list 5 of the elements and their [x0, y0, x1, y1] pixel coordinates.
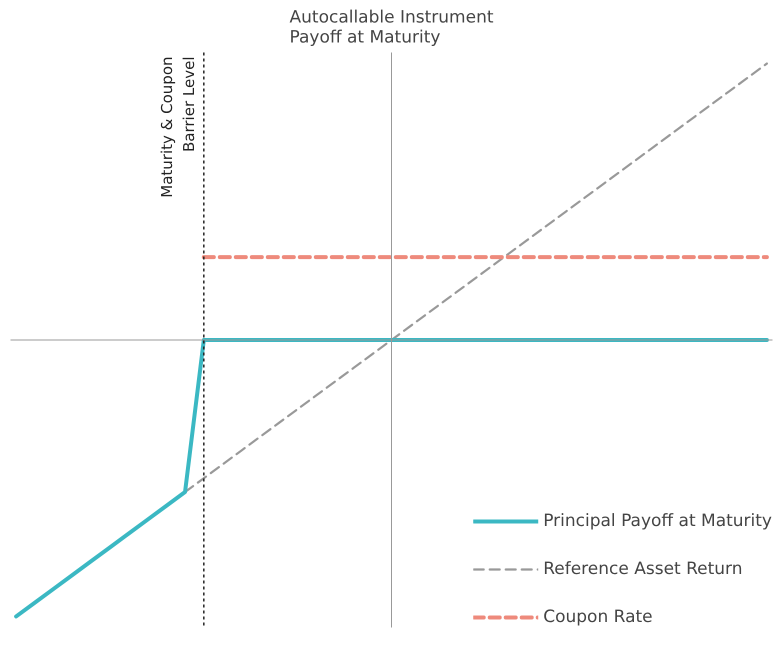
legend-label: Reference Asset Return	[543, 559, 743, 579]
legend-label: Coupon Rate	[543, 607, 653, 627]
legend-label: Principal Payoff at Maturity	[543, 511, 772, 531]
chart-title: Autocallable Instrument Payoff at Maturity	[289, 8, 494, 48]
annotation: Maturity & Coupon Barrier Level	[158, 56, 198, 198]
